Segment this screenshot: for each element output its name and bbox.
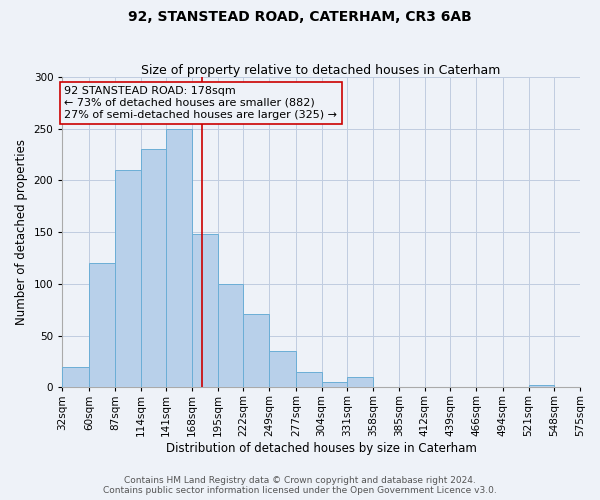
Bar: [62, 366, 89, 388]
Bar: [218, 284, 244, 388]
Text: 92 STANSTEAD ROAD: 178sqm
← 73% of detached houses are smaller (882)
27% of semi: 92 STANSTEAD ROAD: 178sqm ← 73% of detac…: [64, 86, 337, 120]
Bar: [269, 351, 296, 388]
Y-axis label: Number of detached properties: Number of detached properties: [15, 139, 28, 325]
Bar: [244, 314, 269, 388]
X-axis label: Distribution of detached houses by size in Caterham: Distribution of detached houses by size …: [166, 442, 476, 455]
Bar: [166, 128, 192, 388]
Text: Contains HM Land Registry data © Crown copyright and database right 2024.
Contai: Contains HM Land Registry data © Crown c…: [103, 476, 497, 495]
Bar: [347, 377, 373, 388]
Bar: [115, 170, 140, 388]
Title: Size of property relative to detached houses in Caterham: Size of property relative to detached ho…: [142, 64, 501, 77]
Bar: [89, 263, 115, 388]
Bar: [140, 150, 166, 388]
Bar: [296, 372, 322, 388]
Bar: [529, 386, 554, 388]
Bar: [192, 234, 218, 388]
Bar: [322, 382, 347, 388]
Text: 92, STANSTEAD ROAD, CATERHAM, CR3 6AB: 92, STANSTEAD ROAD, CATERHAM, CR3 6AB: [128, 10, 472, 24]
